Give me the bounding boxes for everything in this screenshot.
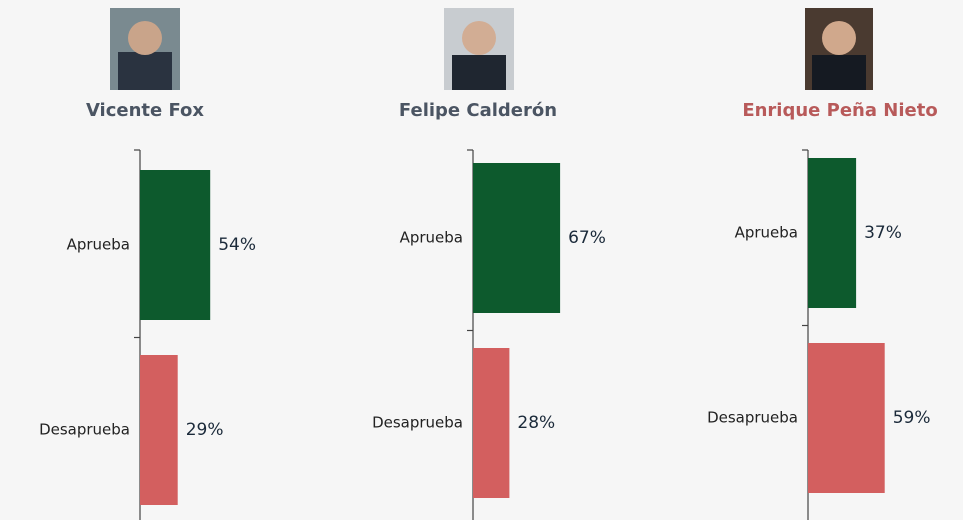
- portrait-suit: [812, 55, 866, 90]
- bar: [473, 348, 510, 498]
- value-label: 59%: [893, 408, 931, 428]
- value-label: 37%: [864, 223, 902, 243]
- category-label: Aprueba: [735, 224, 798, 242]
- bar: [808, 343, 885, 493]
- category-label: Aprueba: [400, 229, 463, 247]
- value-label: 67%: [568, 228, 606, 248]
- portrait-face: [462, 21, 496, 55]
- category-label: Desaprueba: [39, 421, 130, 439]
- portrait-suit: [452, 55, 506, 90]
- value-label: 54%: [218, 235, 256, 255]
- category-label: Desaprueba: [372, 414, 463, 432]
- bar: [808, 158, 857, 308]
- chart-title: Vicente Fox: [86, 100, 204, 121]
- portrait-face: [128, 21, 162, 55]
- value-label: 29%: [186, 420, 224, 440]
- chart-title: Enrique Peña Nieto: [742, 100, 937, 121]
- chart-title: Felipe Calderón: [399, 100, 557, 121]
- portrait-face: [822, 21, 856, 55]
- portrait-suit: [118, 52, 172, 90]
- category-label: Desaprueba: [707, 409, 798, 427]
- bar: [473, 163, 561, 313]
- portraits: [110, 8, 873, 90]
- bar: [140, 170, 211, 320]
- bar: [140, 355, 178, 505]
- value-label: 28%: [517, 413, 555, 433]
- category-label: Aprueba: [67, 236, 130, 254]
